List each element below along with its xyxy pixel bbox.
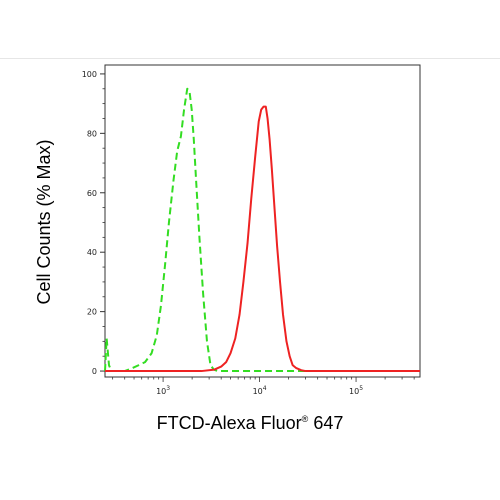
y-tick-label-60: 60 (87, 189, 97, 198)
x-axis-title-superscript: ® (302, 414, 309, 424)
series-layer (104, 87, 420, 373)
y-tick-label-80: 80 (87, 129, 97, 138)
plot-frame (104, 64, 421, 378)
x-tick-exponent: 5 (359, 385, 363, 392)
x-tick-base: 10 (349, 387, 359, 396)
x-tick-base: 10 (156, 387, 166, 396)
x-tick-exponent: 4 (263, 385, 267, 392)
y-axis-title: Cell Counts (% Max) (34, 139, 54, 304)
dashed-green-series-line (104, 87, 420, 373)
x-tick-exponent: 3 (166, 385, 170, 392)
x-tick-label-10-4: 104 (253, 385, 267, 396)
x-axis-title: FTCD-Alexa Fluor® 647 (157, 413, 344, 433)
solid-red-series-line (105, 105, 420, 373)
x-tick-label-10-5: 105 (349, 385, 363, 396)
top-divider (0, 58, 500, 59)
x-tick-base: 10 (253, 387, 263, 396)
x-axis-title-main: FTCD-Alexa Fluor (157, 413, 302, 433)
y-tick-label-0: 0 (92, 367, 97, 376)
y-tick-label-20: 20 (87, 308, 97, 317)
y-tick-label-40: 40 (87, 248, 97, 257)
x-axis-title-tail: 647 (308, 413, 343, 433)
y-tick-label-100: 100 (82, 70, 97, 79)
x-tick-label-10-3: 103 (156, 385, 170, 396)
